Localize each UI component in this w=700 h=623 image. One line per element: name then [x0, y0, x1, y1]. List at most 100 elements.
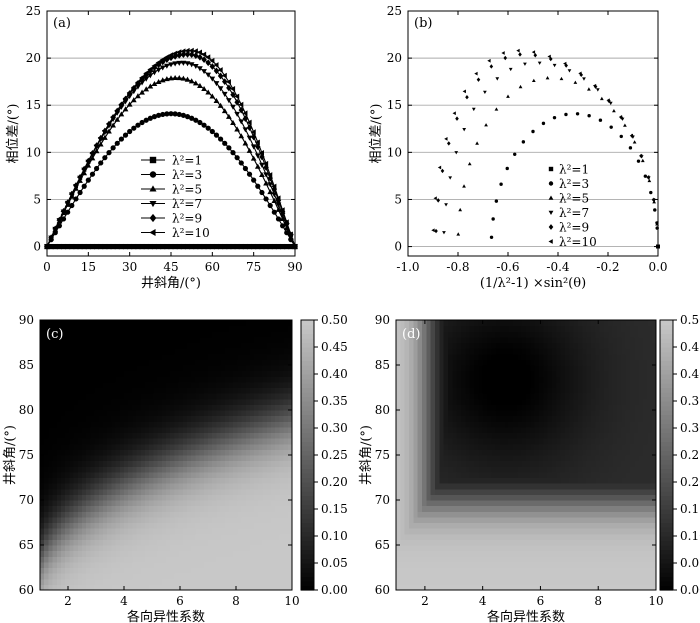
heatmap-cell	[182, 516, 188, 524]
heatmap-cell	[422, 432, 427, 439]
data-point	[201, 122, 207, 128]
heatmap-cell	[149, 488, 154, 495]
heatmap-cell	[216, 533, 222, 540]
heatmap-cell	[443, 387, 449, 394]
heatmap-cell	[182, 449, 188, 456]
heatmap-cell	[208, 573, 213, 580]
heatmap-cell	[94, 561, 100, 569]
heatmap-cell	[504, 365, 510, 372]
colorbar-step	[301, 468, 314, 474]
data-point	[494, 199, 499, 203]
heatmap-cell	[262, 483, 268, 490]
heatmap-cell	[119, 550, 125, 557]
heatmap-cell	[212, 516, 217, 524]
heatmap-cell	[216, 381, 222, 389]
heatmap-cell	[191, 483, 196, 490]
heatmap-cell	[170, 348, 175, 355]
heatmap-cell	[161, 455, 167, 462]
heatmap-cell	[111, 443, 117, 450]
heatmap-cell	[404, 404, 410, 411]
data-point	[271, 209, 277, 215]
heatmap-cell	[124, 359, 129, 366]
heatmap-cell	[448, 320, 453, 327]
heatmap-cell	[52, 336, 58, 344]
heatmap-cell	[275, 533, 280, 540]
heatmap-cell	[417, 483, 423, 490]
heatmap-cell	[283, 410, 289, 417]
heatmap-cell	[94, 353, 100, 360]
heatmap-cell	[73, 449, 79, 456]
heatmap-cell	[44, 336, 49, 344]
heatmap-cell	[482, 325, 488, 332]
heatmap-cell	[452, 325, 458, 332]
heatmap-cell	[430, 387, 436, 394]
heatmap-cell	[140, 342, 146, 349]
heatmap-cell	[508, 561, 514, 569]
heatmap-cell	[203, 516, 209, 524]
heatmap-cell	[199, 455, 205, 462]
heatmap-cell	[111, 348, 117, 355]
data-point	[242, 110, 248, 117]
heatmap-cell	[178, 331, 184, 338]
heatmap-cell	[170, 410, 175, 417]
heatmap-cell	[245, 578, 251, 585]
heatmap-cell	[195, 438, 201, 445]
heatmap-cell	[124, 466, 129, 473]
heatmap-cell	[237, 539, 243, 546]
heatmap-cell	[283, 415, 289, 422]
heatmap-cell	[170, 471, 175, 479]
heatmap-cell	[452, 483, 458, 490]
heatmap-cell	[469, 415, 475, 422]
heatmap-cell	[413, 528, 419, 535]
heatmap-cell	[426, 370, 432, 377]
heatmap-cell	[132, 528, 138, 535]
heatmap-cell	[448, 500, 453, 507]
heatmap-cell	[474, 477, 479, 484]
data-point	[172, 111, 178, 117]
heatmap-cell	[417, 359, 423, 366]
heatmap-cell	[56, 573, 62, 580]
heatmap-cell	[136, 421, 142, 428]
heatmap-cell	[56, 421, 62, 428]
heatmap-cell	[258, 471, 264, 479]
heatmap-cell	[422, 370, 427, 377]
heatmap-cell	[504, 494, 510, 501]
data-point	[192, 48, 198, 54]
heatmap-cell	[283, 471, 289, 479]
heatmap-cell	[191, 365, 196, 372]
heatmap-cell	[82, 404, 87, 411]
heatmap-cell	[128, 376, 133, 383]
heatmap-cell	[44, 528, 49, 535]
heatmap-cell	[439, 505, 445, 512]
heatmap-cell	[48, 522, 54, 529]
heatmap-cell	[216, 460, 222, 467]
heatmap-cell	[266, 488, 272, 495]
heatmap-cell	[107, 438, 112, 445]
heatmap-cell	[287, 353, 293, 360]
heatmap-cell	[469, 483, 475, 490]
heatmap-cell	[266, 370, 272, 377]
data-point	[172, 50, 178, 57]
heatmap-cell	[191, 348, 196, 355]
heatmap-cell	[491, 410, 497, 417]
heatmap-cell	[208, 528, 213, 535]
heatmap-cell	[426, 455, 432, 462]
heatmap-cell	[283, 353, 289, 360]
heatmap-cell	[266, 432, 272, 439]
heatmap-cell	[208, 365, 213, 372]
heatmap-cell	[107, 376, 112, 383]
heatmap-cell	[69, 567, 75, 574]
heatmap-cell	[417, 528, 423, 535]
heatmap-cell	[208, 578, 213, 585]
heatmap-cell	[94, 545, 100, 552]
heatmap-cell	[504, 561, 510, 569]
colorbar-step	[301, 473, 314, 479]
heatmap-cell	[495, 426, 501, 434]
heatmap-cell	[258, 438, 264, 445]
heatmap-cell	[491, 545, 497, 552]
heatmap-cell	[279, 376, 285, 383]
heatmap-cell	[422, 348, 427, 355]
heatmap-cell	[233, 488, 238, 495]
heatmap-cell	[94, 370, 100, 377]
heatmap-cell	[409, 494, 414, 501]
